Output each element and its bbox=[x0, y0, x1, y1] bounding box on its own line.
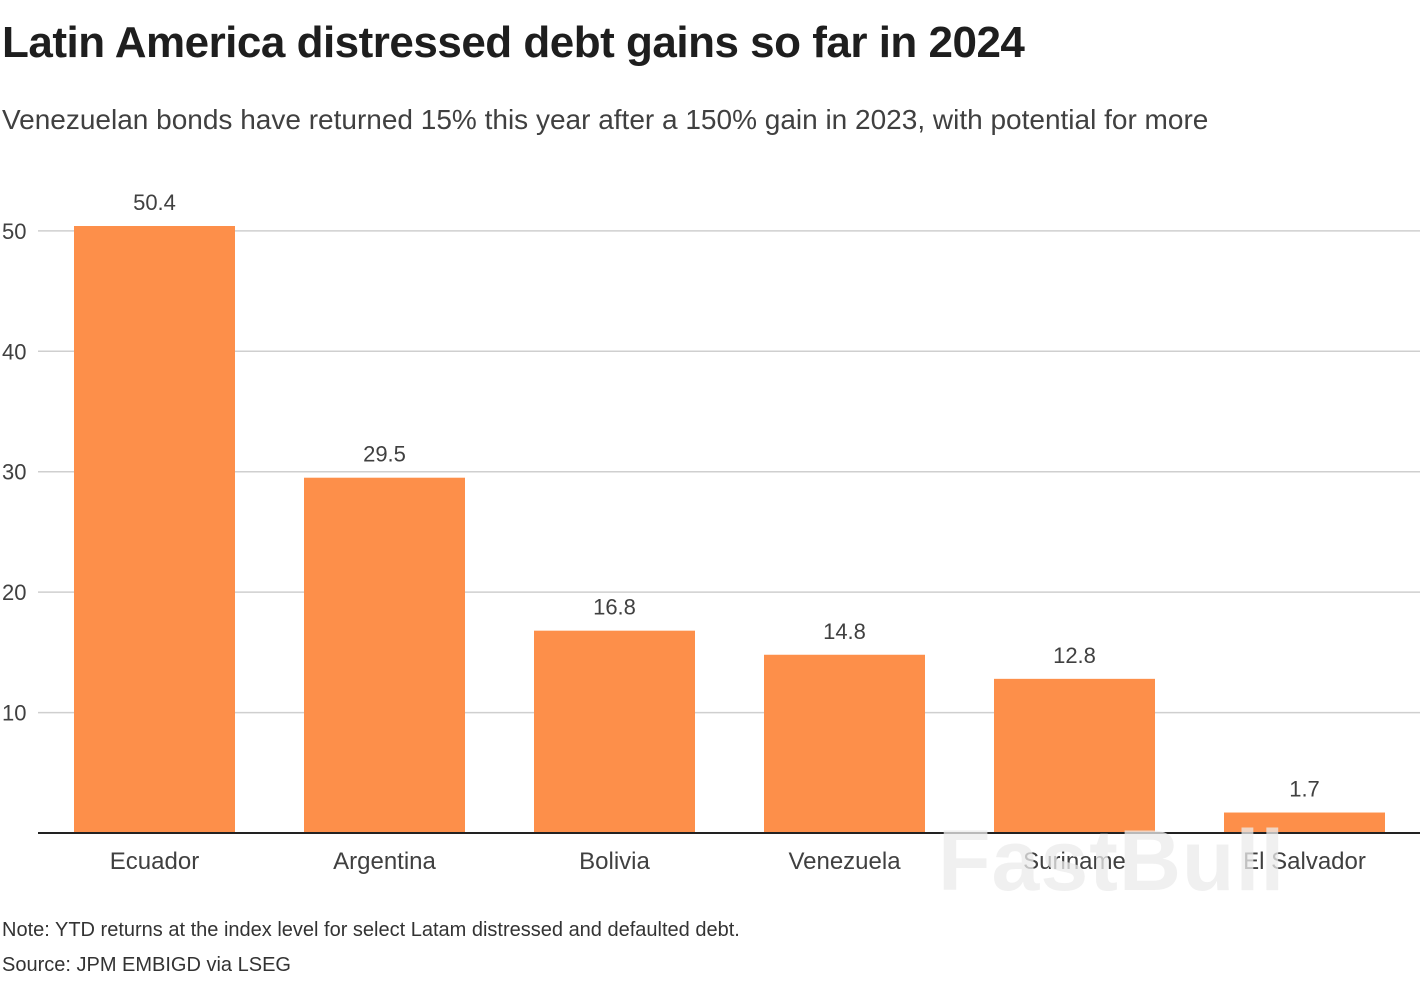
y-tick-label: 30 bbox=[2, 460, 26, 485]
x-tick-label: El Salvador bbox=[1243, 848, 1366, 875]
data-label: 29.5 bbox=[363, 442, 406, 467]
x-tick-label: Suriname bbox=[1023, 848, 1126, 875]
chart-subtitle: Venezuelan bonds have returned 15% this … bbox=[2, 104, 1209, 135]
bar bbox=[1224, 812, 1385, 833]
data-label: 16.8 bbox=[593, 595, 636, 620]
data-label: 50.4 bbox=[133, 190, 176, 215]
y-tick-label: 50 bbox=[2, 219, 26, 244]
y-tick-label: 10 bbox=[2, 701, 26, 726]
bar-chart: 10 20 30 40 50 50.4 Ecuador 29.5 Argentina 16.8 Bo… bbox=[2, 190, 1420, 875]
x-tick-label: Bolivia bbox=[579, 848, 650, 875]
data-label: 14.8 bbox=[823, 619, 866, 644]
x-tick-label: Argentina bbox=[333, 848, 436, 875]
bar bbox=[74, 226, 235, 833]
data-label: 1.7 bbox=[1289, 777, 1320, 802]
bar bbox=[764, 654, 925, 833]
chart-title: Latin America distressed debt gains so f… bbox=[2, 18, 1025, 67]
y-tick-label: 40 bbox=[2, 339, 26, 364]
data-label: 12.8 bbox=[1053, 643, 1096, 668]
x-tick-label: Ecuador bbox=[110, 848, 199, 875]
y-tick-label: 20 bbox=[2, 580, 26, 605]
bar bbox=[304, 477, 465, 833]
bar bbox=[534, 630, 695, 833]
chart-source: Source: JPM EMBIGD via LSEG bbox=[2, 954, 291, 976]
x-tick-label: Venezuela bbox=[788, 848, 901, 875]
chart-note: Note: YTD returns at the index level for… bbox=[2, 919, 740, 941]
bar bbox=[994, 678, 1155, 833]
